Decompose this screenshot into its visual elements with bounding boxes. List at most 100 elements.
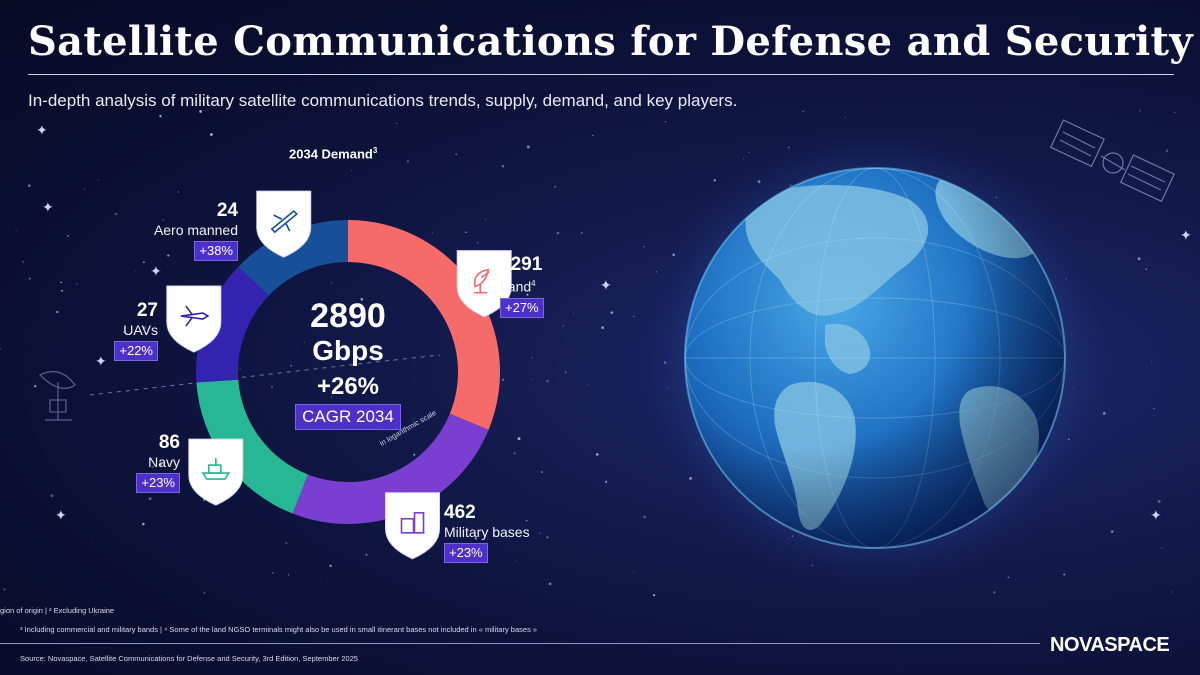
footer-divider xyxy=(0,643,1040,644)
star-dot xyxy=(28,277,31,280)
star-dot xyxy=(167,254,170,257)
star-dot xyxy=(573,312,575,314)
star-dot xyxy=(159,463,162,466)
total-growth-label: CAGR 2034 xyxy=(295,404,401,430)
star-dot xyxy=(50,494,54,498)
star-dot xyxy=(413,453,416,456)
star-dot xyxy=(67,234,70,237)
segment-label-aero-manned: 24 Aero manned +38% xyxy=(128,200,238,261)
star-dot xyxy=(142,522,145,526)
star-dot xyxy=(331,396,333,398)
star-dot xyxy=(92,541,94,543)
star-dot xyxy=(159,114,162,118)
segment-name: Aero manned xyxy=(153,222,238,238)
star-dot xyxy=(501,165,504,168)
star-dot xyxy=(513,452,516,455)
segment-growth-badge: +38% xyxy=(194,241,238,261)
star-dot xyxy=(351,170,353,172)
star-dot xyxy=(747,151,750,154)
segment-name-text: Land xyxy=(500,278,532,295)
uav-drone-icon xyxy=(166,285,222,353)
star-dot xyxy=(3,588,6,591)
chart-title-footnote-mark: 3 xyxy=(372,146,378,155)
star-dot xyxy=(548,582,552,586)
page-subtitle: In-depth analysis of military satellite … xyxy=(28,91,738,110)
star-dot xyxy=(844,116,846,118)
star-dot xyxy=(1174,111,1176,114)
segment-label-uavs: 27 UAVs +22% xyxy=(78,300,158,361)
star-dot xyxy=(531,357,533,359)
star-dot xyxy=(474,537,478,540)
star-dot xyxy=(1157,499,1161,503)
total-growth-value: +26% xyxy=(316,373,380,400)
star-dot xyxy=(239,367,241,370)
star-dot xyxy=(564,371,567,374)
star-dot xyxy=(60,281,62,284)
star-dot xyxy=(517,437,521,441)
footnote-line-2: ³ Including commercial and military band… xyxy=(20,625,538,634)
star-dot xyxy=(802,110,804,113)
star-dot xyxy=(22,260,25,263)
star-dot xyxy=(1063,573,1066,576)
segment-name: UAVs xyxy=(123,322,158,338)
star-dot xyxy=(297,346,299,348)
star-dot xyxy=(595,453,599,456)
title-divider xyxy=(28,74,1174,75)
donut-center-total: 2890 Gbps +26% CAGR 2034 xyxy=(273,298,423,430)
star-dot xyxy=(1137,257,1141,261)
total-demand-value: 2890 xyxy=(310,297,386,335)
star-dot xyxy=(784,113,786,115)
star-dot xyxy=(319,578,321,580)
star-dot xyxy=(713,179,716,182)
star-dot xyxy=(465,231,467,234)
segment-value: 86 xyxy=(158,432,180,453)
segment-growth-badge: +27% xyxy=(500,297,544,318)
star-dot xyxy=(352,598,354,600)
donut-segment-uavs xyxy=(196,266,269,383)
chart-title-text: 2034 Demand xyxy=(289,146,373,162)
star-dot xyxy=(526,293,529,296)
source-note: Source: Novaspace, Satellite Communicati… xyxy=(20,654,358,663)
star-dot xyxy=(1165,149,1169,153)
star-dot xyxy=(0,347,2,350)
star-dot xyxy=(330,282,333,284)
star-dot xyxy=(1007,576,1010,579)
segment-value: 2291 xyxy=(500,254,543,275)
star-dot xyxy=(151,465,155,469)
star-dot xyxy=(587,384,590,386)
star-dot xyxy=(162,218,165,221)
segment-name: Military bases xyxy=(444,524,530,540)
star-sparkle: ✦ xyxy=(1150,508,1162,524)
star-dot xyxy=(303,341,305,343)
donut-segment-military-bases xyxy=(292,413,489,524)
star-sparkle: ✦ xyxy=(55,508,67,524)
star-dot xyxy=(199,110,202,113)
star-dot xyxy=(431,232,433,234)
star-dot xyxy=(1145,268,1148,271)
segment-value: 27 xyxy=(136,300,158,321)
navy-ship-icon xyxy=(188,438,244,506)
star-dot xyxy=(610,311,614,314)
star-dot xyxy=(360,297,364,301)
ground-antenna-icon xyxy=(38,371,76,421)
star-dot xyxy=(592,134,594,137)
total-demand-unit: Gbps xyxy=(312,335,384,366)
star-dot xyxy=(562,325,564,327)
star-dot xyxy=(285,542,288,545)
novaspace-logo: NOVASPACE xyxy=(1050,634,1170,656)
star-dot xyxy=(605,480,608,483)
star-dot xyxy=(485,218,487,221)
star-dot xyxy=(56,310,59,314)
star-dot xyxy=(1139,110,1141,112)
segment-value: 462 xyxy=(444,502,476,523)
star-dot xyxy=(526,145,530,149)
star-dot xyxy=(501,378,505,381)
star-dot xyxy=(396,123,398,124)
star-dot xyxy=(406,160,410,163)
star-dot xyxy=(203,592,206,594)
segment-name: Land4 xyxy=(500,276,544,295)
star-dot xyxy=(290,364,293,367)
star-dot xyxy=(1110,530,1114,533)
footnote-line-1: gion of origin | ² Excluding Ukraine xyxy=(0,606,115,615)
